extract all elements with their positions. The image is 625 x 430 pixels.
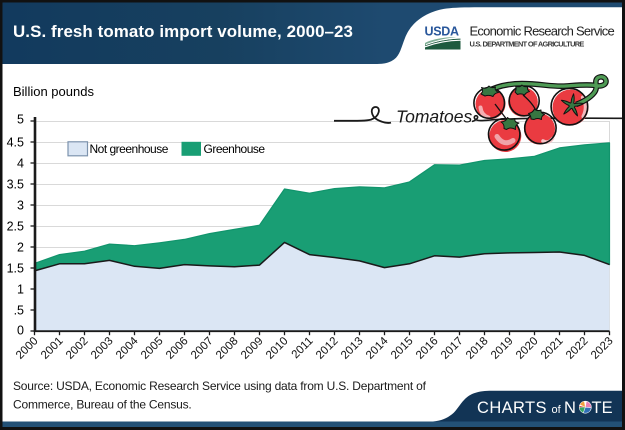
svg-text:N: N xyxy=(564,399,576,417)
svg-text:U.S. DEPARTMENT OF AGRICULTURE: U.S. DEPARTMENT OF AGRICULTURE xyxy=(470,39,585,48)
svg-text:0: 0 xyxy=(17,323,24,337)
svg-text:Billion pounds: Billion pounds xyxy=(13,84,94,99)
svg-text:2: 2 xyxy=(17,241,24,255)
svg-text:Not greenhouse: Not greenhouse xyxy=(90,142,169,156)
svg-text:.5: .5 xyxy=(14,304,24,318)
svg-text:U.S. fresh tomato import volum: U.S. fresh tomato import volume, 2000–23 xyxy=(13,22,353,41)
svg-text:of: of xyxy=(552,404,562,416)
svg-text:4: 4 xyxy=(17,157,24,171)
svg-text:Economic Research Service: Economic Research Service xyxy=(470,23,615,38)
svg-text:CHARTS: CHARTS xyxy=(477,399,547,417)
svg-text:3.5: 3.5 xyxy=(7,178,24,192)
svg-text:3: 3 xyxy=(17,199,24,213)
svg-text:Tomatoes: Tomatoes xyxy=(396,107,472,127)
svg-text:5: 5 xyxy=(17,112,24,126)
svg-text:USDA: USDA xyxy=(425,25,459,39)
svg-text:2.5: 2.5 xyxy=(7,220,24,234)
svg-text:Commerce, Bureau of the Census: Commerce, Bureau of the Census. xyxy=(13,398,192,412)
svg-text:1.5: 1.5 xyxy=(7,262,24,276)
svg-text:1: 1 xyxy=(17,283,24,297)
svg-text:4.5: 4.5 xyxy=(7,136,24,150)
svg-text:TE: TE xyxy=(592,399,613,417)
svg-text:Greenhouse: Greenhouse xyxy=(204,142,266,156)
svg-text:Source: USDA, Economic Researc: Source: USDA, Economic Research Service … xyxy=(13,379,427,393)
